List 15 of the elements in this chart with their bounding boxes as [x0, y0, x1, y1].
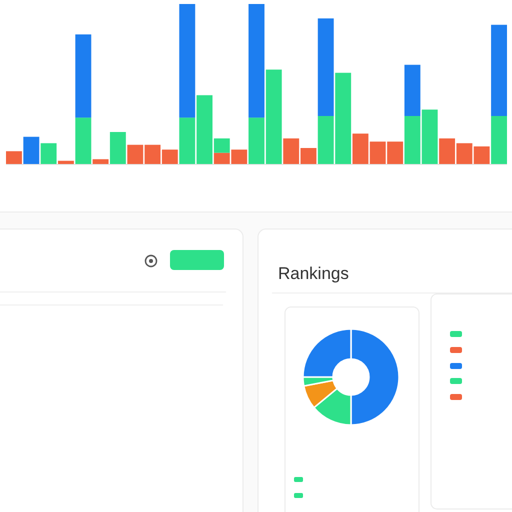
bar: [23, 136, 40, 164]
bar: [75, 118, 92, 164]
chart-title: Rankings: [278, 264, 349, 283]
bar: [75, 34, 92, 118]
bar: [491, 24, 507, 116]
bar: [92, 159, 109, 164]
bar: [491, 116, 507, 164]
bar: [248, 4, 264, 118]
bar: [110, 132, 126, 164]
bar: [179, 4, 196, 118]
bar: [318, 18, 334, 116]
bar: [40, 143, 57, 164]
bar: [58, 160, 74, 164]
bar: [404, 64, 420, 116]
bar: [6, 151, 22, 164]
